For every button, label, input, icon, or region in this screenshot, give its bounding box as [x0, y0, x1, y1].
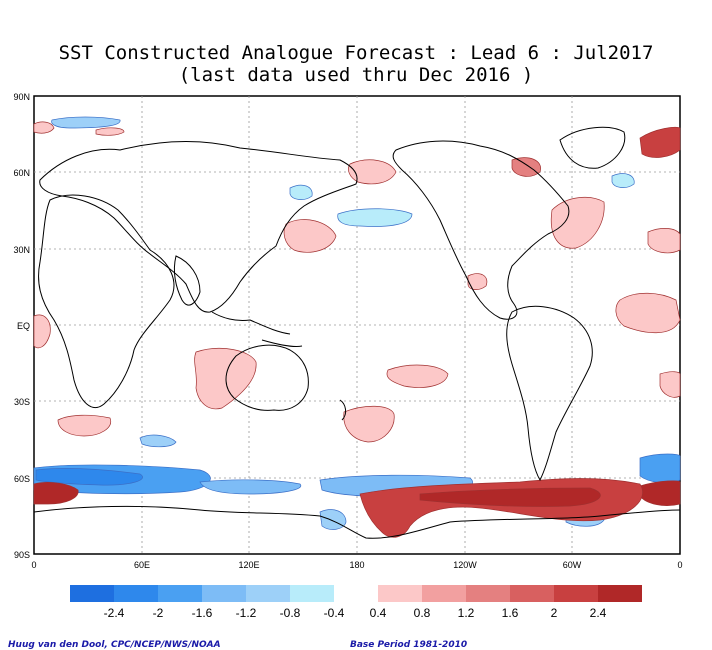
colorbar-pos-6: [598, 585, 642, 602]
lat-label-90s: 90S: [14, 550, 30, 560]
colorbar-label-pos-1-6: 1.6: [502, 606, 519, 620]
lat-label-60n: 60N: [13, 168, 30, 178]
colorbar-neg-5: [246, 585, 290, 602]
lon-label-120w: 120W: [453, 560, 477, 570]
colorbar-neg-4: [202, 585, 246, 602]
lat-label-30s: 30S: [14, 397, 30, 407]
colorbar-pos-5: [554, 585, 598, 602]
lon-label-180: 180: [349, 560, 364, 570]
lat-label-eq: EQ: [17, 321, 30, 331]
lon-label-120e: 120E: [238, 560, 259, 570]
colorbar-label-neg-1-6: -1.6: [192, 606, 213, 620]
colorbar-pos-1: [378, 585, 422, 602]
lon-label-60e: 60E: [134, 560, 150, 570]
colorbar-label-pos-2: 2: [551, 606, 558, 620]
lon-label-0: 0: [31, 560, 36, 570]
colorbar-label-pos-1-2: 1.2: [458, 606, 475, 620]
lon-label-0-east: 0: [677, 560, 682, 570]
colorbar-pos-2: [422, 585, 466, 602]
lat-label-90n: 90N: [13, 92, 30, 102]
lon-label-60w: 60W: [563, 560, 582, 570]
colorbar-neg-6: [290, 585, 334, 602]
colorbar-label-pos-0-4: 0.4: [370, 606, 387, 620]
colorbar-pos-3: [466, 585, 510, 602]
colorbar-label-neg-0-8: -0.8: [280, 606, 301, 620]
colorbar-label-pos-0-8: 0.8: [414, 606, 431, 620]
colorbar-label-neg-1-2: -1.2: [236, 606, 257, 620]
map-subtitle: (last data used thru Dec 2016 ): [178, 64, 534, 86]
coastlines: [33, 126, 681, 539]
base-period-note: Base Period 1981-2010: [350, 640, 468, 650]
author-credit: Huug van den Dool, CPC/NCEP/NWS/NOAA: [8, 640, 221, 650]
colorbar-neg-3: [158, 585, 202, 602]
colorbar: [70, 585, 642, 602]
lat-label-30n: 30N: [13, 245, 30, 255]
colorbar-label-neg-2-4: -2.4: [104, 606, 125, 620]
colorbar-neg-1: [70, 585, 114, 602]
colorbar-pos-4: [510, 585, 554, 602]
lat-label-60s: 60S: [14, 474, 30, 484]
colorbar-neg-2: [114, 585, 158, 602]
colorbar-label-pos-2-4: 2.4: [590, 606, 607, 620]
colorbar-label-neg-2: -2: [153, 606, 164, 620]
positive-anomalies: [33, 121, 681, 538]
colorbar-label-neg-0-4: -0.4: [324, 606, 345, 620]
map-title: SST Constructed Analogue Forecast : Lead…: [58, 42, 654, 64]
